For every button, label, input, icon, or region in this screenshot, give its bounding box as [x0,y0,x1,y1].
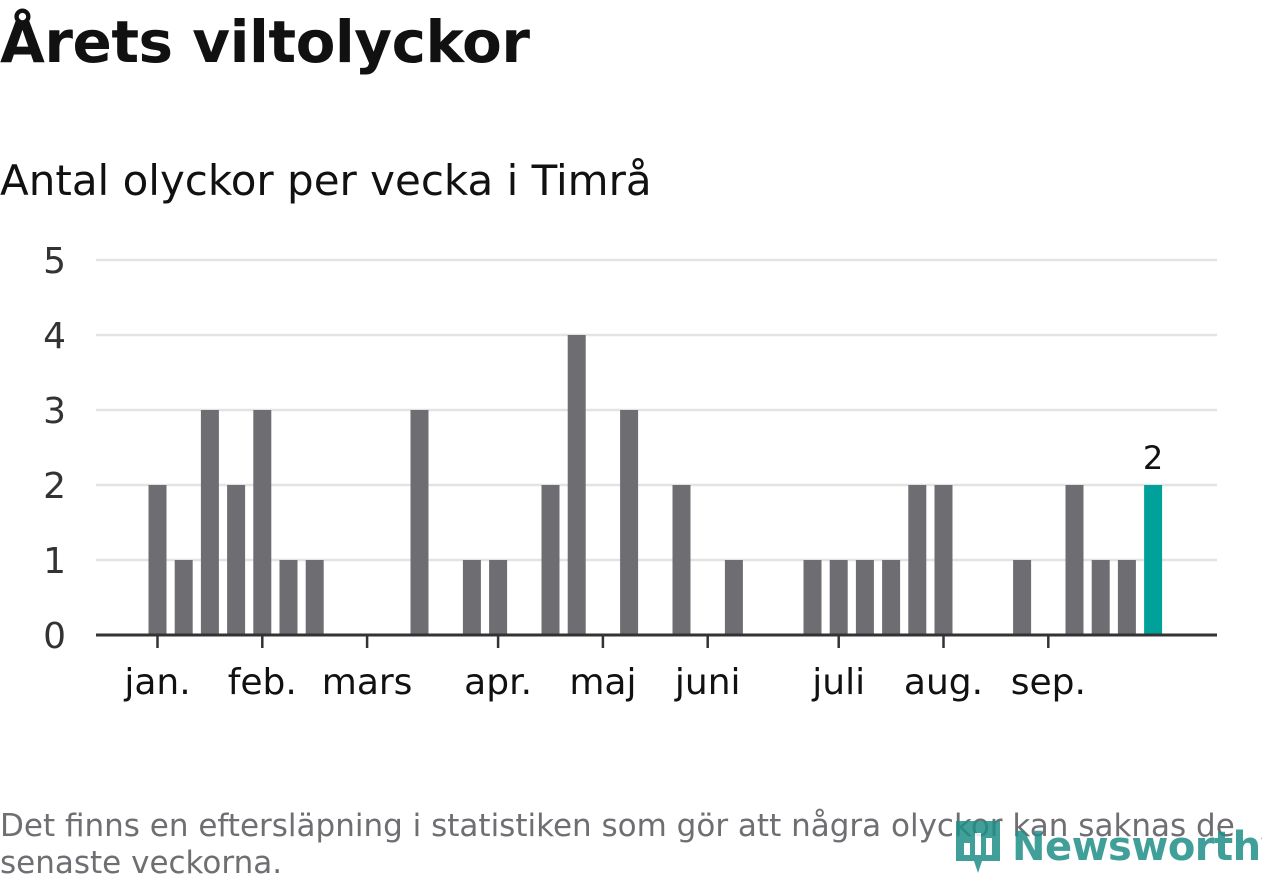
x-tick-label-month: feb. [228,662,297,703]
y-tick-label: 3 [43,391,66,432]
y-tick-label: 4 [43,316,66,357]
bar [829,560,848,635]
y-tick-label: 0 [43,616,66,657]
bar [882,560,901,635]
x-tick-label-month: juni [674,662,741,703]
x-tick-label-month: jan. [123,662,190,703]
bar [620,410,639,635]
y-tick-label: 5 [43,241,66,282]
x-tick-label-month: mars [322,662,413,703]
x-tick-label-month: aug. [904,662,983,703]
bar [1091,560,1110,635]
bar [1065,485,1084,635]
bar [672,485,691,635]
bar [305,560,324,635]
bar-latest-week [1144,485,1163,635]
bar [803,560,822,635]
bar [174,560,193,635]
x-tick-label-month: apr. [464,662,532,703]
brand-name: Newsworthy [1012,824,1262,870]
chart-title: Årets viltolyckor [0,8,530,76]
bar [489,560,508,635]
bar [541,485,560,635]
y-tick-label: 2 [43,466,66,507]
y-tick-label: 1 [43,541,66,582]
bar [855,560,874,635]
y-axis-tick-labels: 0 1 2 3 4 5 [43,241,66,657]
bar [567,335,586,635]
brand-logo: Newsworthy [952,817,1262,877]
x-tick-label-month: juli [811,662,865,703]
bar [1013,560,1032,635]
footnote: Det finns en eftersläpning i statistiken… [0,808,1235,881]
latest-week-value-label: 2 [1143,439,1163,477]
x-axis [96,633,1217,648]
bar [148,485,167,635]
bar [253,410,272,635]
bar [410,410,429,635]
newsworthy-logo-icon [956,821,1000,873]
x-tick-label-month: sep. [1011,662,1086,703]
bar [462,560,481,635]
bar [724,560,743,635]
chart-subtitle: Antal olyckor per vecka i Timrå [0,156,652,205]
bar [200,410,219,635]
bar [1117,560,1136,635]
bar [227,485,246,635]
bars [148,335,1163,635]
bar-chart: 0 1 2 3 4 5 jan. feb. mars apr. maj juni juli aug. se… [43,241,1217,703]
bar [908,485,927,635]
x-tick-label-month: maj [569,662,636,703]
bar [279,560,298,635]
x-axis-tick-labels: jan. feb. mars apr. maj juni juli aug. sep. [123,662,1086,703]
annotations: 2 [1143,439,1163,477]
bar [934,485,953,635]
